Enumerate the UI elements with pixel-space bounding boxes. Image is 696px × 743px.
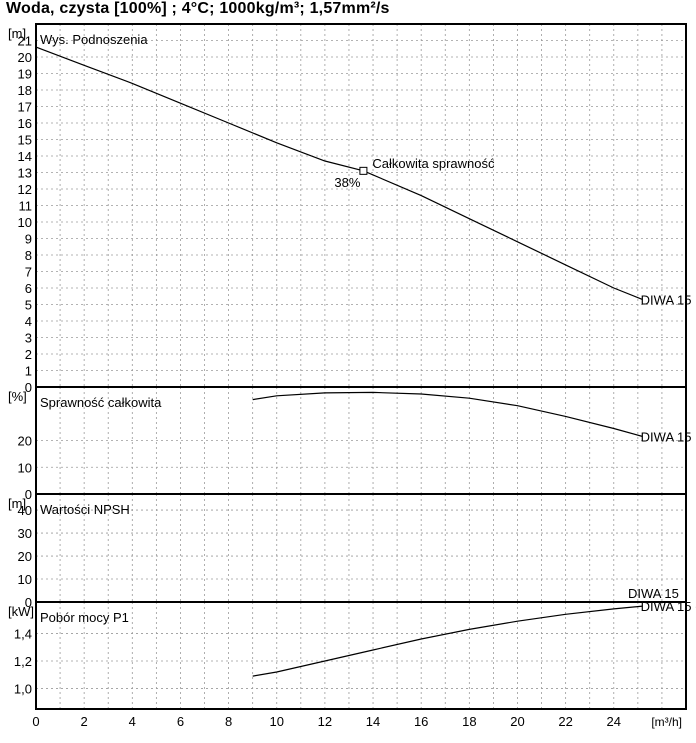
x-tick-label: 8 [225, 714, 232, 729]
y-tick-label: 2 [25, 347, 32, 362]
y-tick-label: 14 [18, 149, 32, 164]
y-tick-label: 1,0 [14, 681, 32, 696]
x-tick-label: 18 [462, 714, 476, 729]
y-tick-label: 10 [18, 572, 32, 587]
x-tick-label: 4 [129, 714, 136, 729]
operating-point-marker [359, 166, 368, 175]
y-tick-label: 20 [18, 434, 32, 449]
y-unit-label: [%] [8, 389, 27, 404]
x-tick-label: 22 [558, 714, 572, 729]
chart-panel-3: 0 10 20 30 40[m] Wartości NPSH DIWA 15 [8, 493, 687, 610]
y-tick-label: 0 [25, 487, 32, 502]
panel-title: Wys. Podnoszenia [40, 32, 148, 47]
y-tick-label: 16 [18, 116, 32, 131]
y-tick-label: 0 [25, 595, 32, 610]
y-unit-label: [m] [8, 26, 26, 41]
y-tick-label: 30 [18, 526, 32, 541]
x-tick-label: 0 [32, 714, 39, 729]
annotation-value: 38% [334, 175, 360, 190]
y-tick-label: 1,2 [14, 654, 32, 669]
y-tick-label: 12 [18, 182, 32, 197]
x-tick-label: 20 [510, 714, 524, 729]
y-tick-label: 21 [18, 34, 32, 49]
y-tick-label: 3 [25, 331, 32, 346]
x-tick-label: 6 [177, 714, 184, 729]
series-label: DIWA 15 [628, 586, 679, 601]
chart-panel-4: 1,0 1,2 1,4 [kW] Pobór mocy P1 DIWA 15 (P1) [8, 599, 696, 710]
series-label: DIWA 15 [641, 293, 692, 308]
y-tick-label: 6 [25, 281, 32, 296]
y-unit-label: [kW] [8, 604, 34, 619]
x-unit-label: [m³/h] [651, 715, 682, 729]
chart-panel-2: 0 10 20 [%] Sprawność całkowita DIWA 15 [8, 386, 692, 502]
y-tick-label: 10 [18, 215, 32, 230]
y-tick-label: 19 [18, 67, 32, 82]
x-tick-label: 10 [270, 714, 284, 729]
annotation-label: Całkowita sprawność [372, 156, 495, 171]
x-tick-label: 24 [607, 714, 621, 729]
x-tick-label: 2 [81, 714, 88, 729]
y-tick-label: 1 [25, 364, 32, 379]
y-tick-label: 4 [25, 314, 32, 329]
y-tick-label: 11 [19, 199, 33, 214]
series-line [35, 46, 643, 301]
y-tick-label: 17 [18, 100, 32, 115]
x-tick-label: 12 [318, 714, 332, 729]
y-tick-label: 20 [18, 549, 32, 564]
panel-title: Pobór mocy P1 [40, 610, 129, 625]
y-tick-label: 40 [18, 503, 32, 518]
y-tick-label: 7 [25, 265, 32, 280]
x-tick-label: 16 [414, 714, 428, 729]
y-tick-label: 13 [18, 166, 32, 181]
panel-title: Sprawność całkowita [40, 395, 162, 410]
y-tick-label: 20 [18, 50, 32, 65]
panel-title: Wartości NPSH [40, 502, 130, 517]
y-tick-label: 0 [25, 380, 32, 395]
y-tick-label: 9 [25, 232, 32, 247]
series-line [252, 391, 643, 438]
y-tick-label: 15 [18, 133, 32, 148]
y-tick-label: 5 [25, 298, 32, 313]
panel-frame [35, 601, 687, 710]
chart-title: Woda, czysta [100%] ; 4°C; 1000kg/m³; 1,… [6, 0, 390, 17]
series-label: DIWA 15 (P1) [641, 599, 696, 614]
series-line [252, 605, 643, 677]
y-tick-label: 8 [25, 248, 32, 263]
y-tick-label: 1,4 [14, 627, 32, 642]
y-tick-label: 18 [18, 83, 32, 98]
y-tick-label: 10 [18, 460, 32, 475]
series-label: DIWA 15 [641, 429, 692, 444]
y-unit-label: [m] [8, 496, 26, 511]
x-tick-label: 14 [366, 714, 380, 729]
